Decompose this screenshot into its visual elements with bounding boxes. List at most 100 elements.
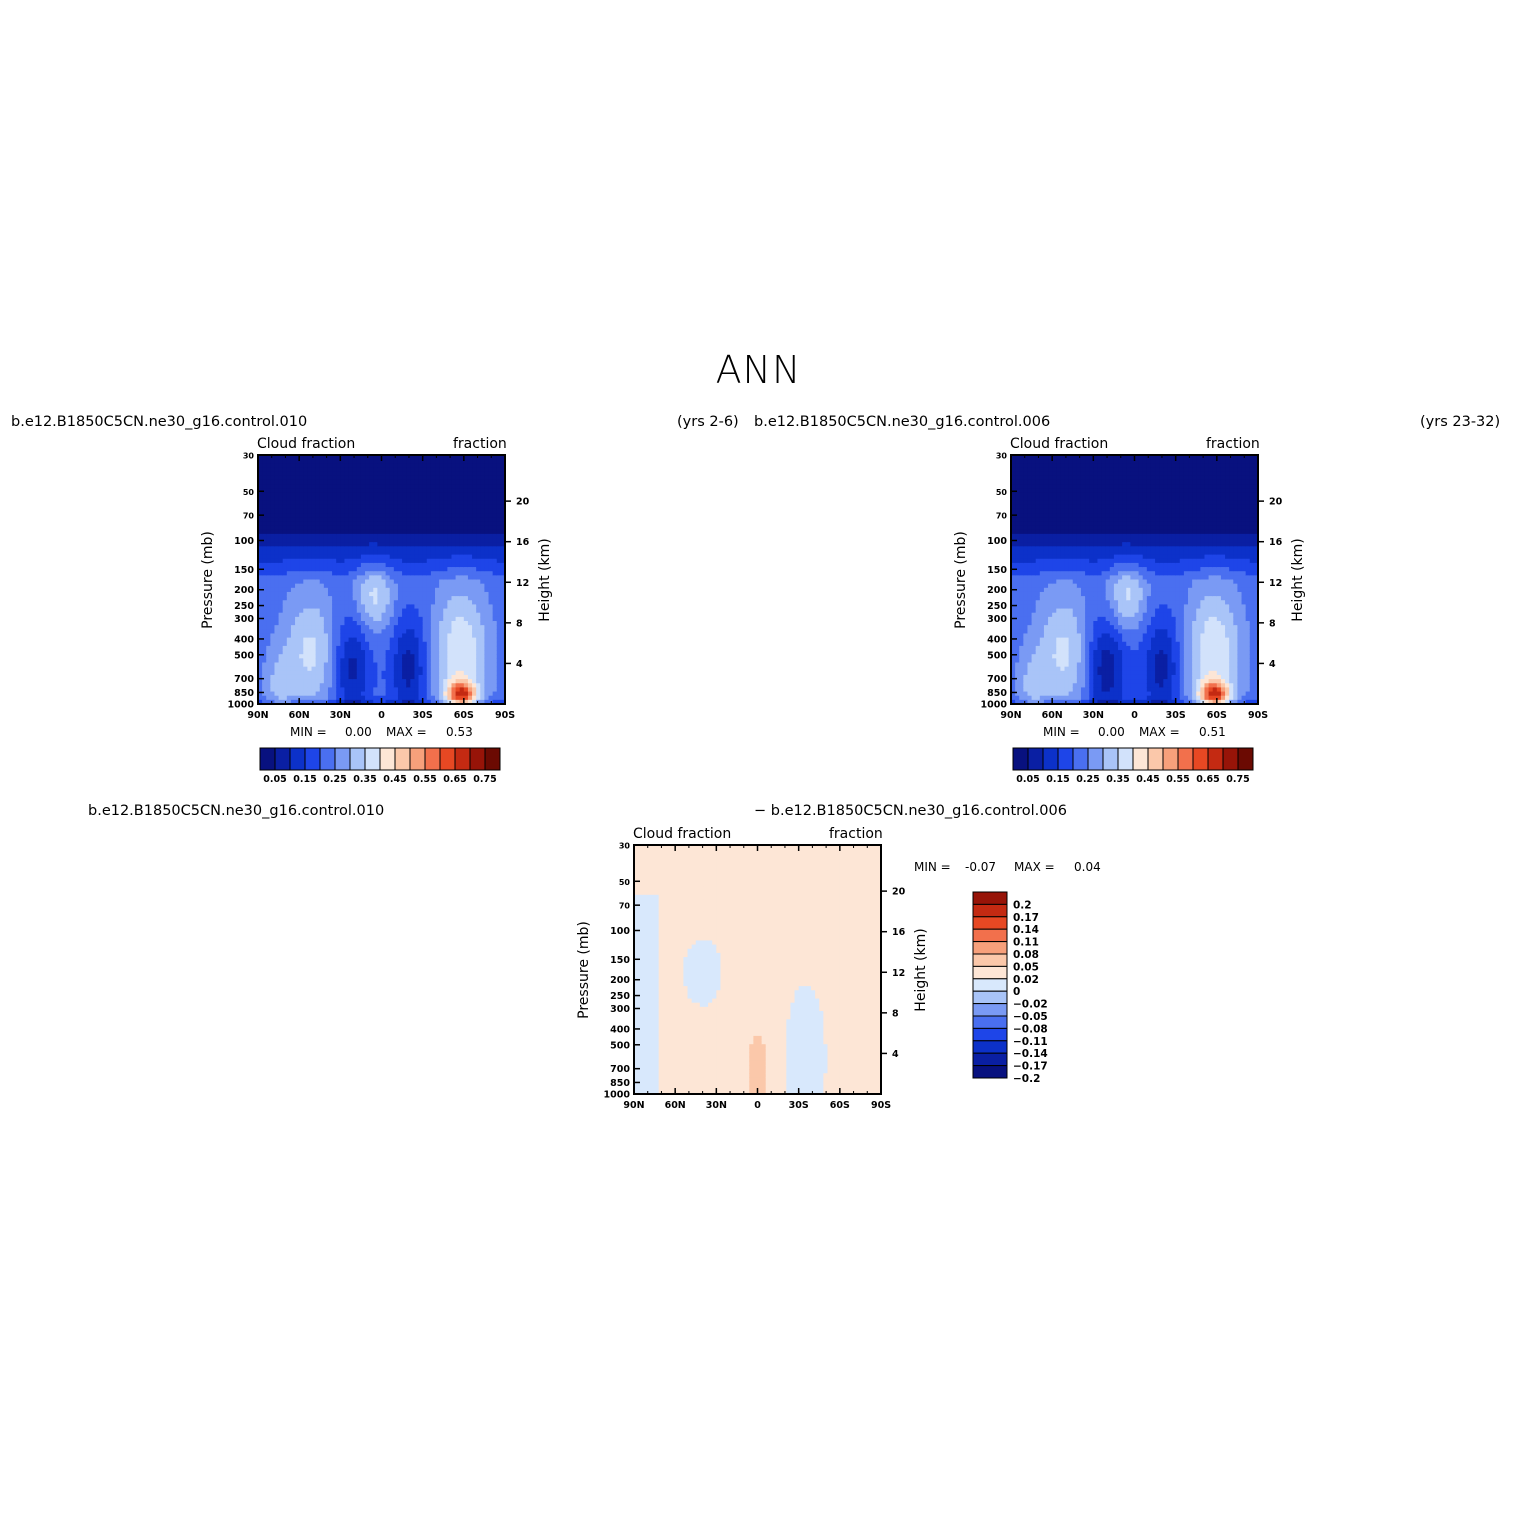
panel1-cell bbox=[480, 629, 486, 635]
panel2-cell bbox=[1019, 459, 1024, 464]
panel2-cell bbox=[1052, 608, 1057, 614]
panel2-cell bbox=[1060, 463, 1066, 469]
panel1-cell bbox=[352, 479, 358, 485]
panel2-cell bbox=[1035, 674, 1041, 680]
panel1-cell bbox=[282, 633, 288, 639]
panel1-cell bbox=[472, 662, 477, 668]
panel2-cell bbox=[1085, 467, 1090, 473]
panel1-cell bbox=[266, 666, 271, 672]
panel2-cell bbox=[1089, 455, 1094, 460]
panel1-cell bbox=[311, 637, 317, 643]
panel1-cell bbox=[467, 558, 473, 564]
panel1-cell bbox=[352, 645, 358, 651]
panel1-cell bbox=[463, 484, 469, 489]
panel1-cell bbox=[352, 600, 358, 605]
panel1-cell bbox=[418, 567, 424, 572]
panel1-cell bbox=[295, 492, 300, 498]
panel1-cell bbox=[492, 550, 498, 556]
panel2-cell bbox=[1019, 658, 1024, 664]
panel2-cell bbox=[1076, 567, 1082, 572]
panel2-cell bbox=[1048, 616, 1053, 622]
panel1-cell bbox=[472, 645, 477, 651]
panel2-cell bbox=[1080, 500, 1086, 506]
panel1-cell bbox=[332, 525, 337, 531]
panel1-cell bbox=[443, 550, 448, 556]
panel2-cell bbox=[1093, 542, 1099, 547]
panel1-cell bbox=[360, 488, 366, 493]
panel1-cell bbox=[496, 587, 502, 593]
panel1-cell bbox=[286, 612, 292, 618]
panel2-cell bbox=[1080, 550, 1086, 556]
panel2-cell bbox=[1027, 612, 1033, 618]
panel2-cell bbox=[1035, 467, 1041, 473]
panel1-cell bbox=[278, 558, 284, 564]
panel2-cell bbox=[1027, 542, 1033, 547]
panel2-cell bbox=[1027, 508, 1033, 514]
panel1-cell bbox=[278, 683, 284, 688]
panel1-cell bbox=[295, 508, 300, 514]
panel1-cell bbox=[356, 471, 362, 477]
panel1-cell bbox=[397, 666, 403, 672]
panel2-cell bbox=[1085, 604, 1090, 610]
panel1-cell bbox=[295, 575, 300, 581]
panel1-cell bbox=[266, 459, 271, 464]
panel1-cell bbox=[307, 650, 313, 655]
panel1-cell bbox=[472, 513, 477, 518]
panel1-cell bbox=[381, 488, 387, 493]
panel1-cell bbox=[500, 625, 506, 630]
panel2-cell bbox=[1027, 662, 1033, 668]
panel2-cell bbox=[1068, 629, 1074, 635]
panel1-cell bbox=[262, 683, 267, 688]
panel2-cell bbox=[1019, 583, 1024, 589]
panel1-cell bbox=[373, 463, 378, 469]
panel2-cell bbox=[1027, 525, 1033, 531]
panel1-cell bbox=[258, 467, 263, 473]
panel1-cell bbox=[274, 637, 280, 643]
panel2-cell bbox=[1023, 600, 1029, 605]
panel1-cell bbox=[389, 637, 395, 643]
panel1-xtick-label: 90S bbox=[495, 710, 515, 721]
panel1-cell bbox=[315, 587, 321, 593]
panel1-cell bbox=[496, 645, 502, 651]
panel1-cell bbox=[500, 459, 506, 464]
panel1-cell bbox=[340, 654, 346, 659]
panel2-cell bbox=[1089, 641, 1094, 647]
panel1-cell bbox=[299, 484, 304, 489]
panel1-cell bbox=[496, 687, 502, 693]
panel2-cell bbox=[1019, 521, 1024, 527]
panel1-cell bbox=[418, 459, 424, 464]
panel1-cell bbox=[327, 575, 333, 581]
panel2-cell bbox=[1064, 463, 1070, 469]
panel1-cell bbox=[377, 496, 383, 502]
panel2-cell bbox=[1015, 641, 1020, 647]
panel1-cell bbox=[406, 554, 411, 560]
panel1-cell bbox=[303, 467, 308, 473]
panel2-cell bbox=[1056, 575, 1061, 581]
panel1-cell bbox=[319, 521, 325, 527]
panel1-cell bbox=[290, 525, 296, 531]
panel2-cell bbox=[1015, 608, 1020, 614]
panel2-cell bbox=[1064, 608, 1070, 614]
panel1-cell bbox=[336, 679, 341, 684]
panel1-cell bbox=[422, 666, 428, 672]
panel1-cell bbox=[278, 591, 284, 597]
panel1-cell bbox=[389, 500, 395, 506]
panel2-cell bbox=[1039, 571, 1045, 576]
panel1-cell bbox=[274, 616, 280, 622]
panel1-cell bbox=[323, 463, 329, 469]
panel2-cell bbox=[1048, 500, 1053, 506]
panel2-cell bbox=[1072, 591, 1078, 597]
panel1-cell bbox=[381, 513, 387, 518]
panel2-cell bbox=[1043, 604, 1049, 610]
panel1-cell bbox=[270, 612, 276, 618]
panel1-cell bbox=[360, 575, 366, 581]
panel1-cell bbox=[282, 670, 288, 676]
panel1-cell bbox=[286, 538, 292, 543]
panel1-cell bbox=[418, 641, 424, 647]
panel1-cell bbox=[500, 633, 506, 639]
panel1-cell bbox=[270, 542, 276, 547]
panel1-cell bbox=[381, 612, 387, 618]
panel1-cell bbox=[492, 629, 498, 635]
panel1-cell bbox=[484, 600, 490, 605]
panel1-cell bbox=[323, 459, 329, 464]
